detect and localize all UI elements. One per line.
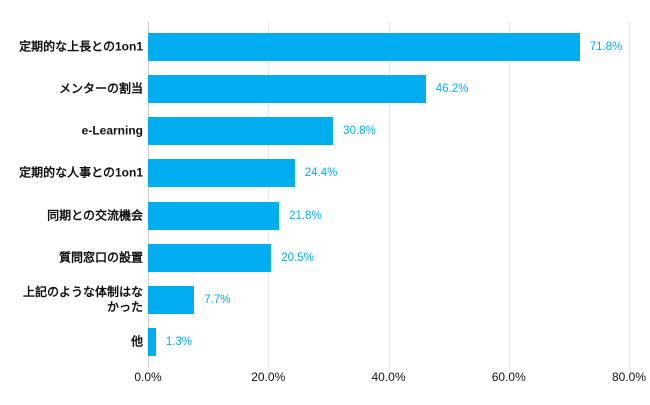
bar — [148, 201, 280, 230]
value-label: 21.8% — [289, 209, 322, 222]
bar — [148, 285, 195, 314]
value-label: 30.8% — [343, 125, 376, 138]
gridline — [629, 22, 630, 368]
x-tick-label: 20.0% — [251, 370, 286, 384]
bar — [148, 327, 156, 356]
category-label: 同期との交流機会 — [47, 208, 143, 223]
axis-line — [148, 22, 149, 368]
value-label: 46.2% — [435, 83, 469, 96]
value-label: 20.5% — [281, 251, 314, 264]
value-label: 7.7% — [204, 293, 231, 306]
value-label: 71.8% — [589, 41, 623, 54]
gridline — [268, 22, 270, 368]
x-tick-label: 80.0% — [611, 370, 647, 384]
bar — [148, 159, 295, 188]
category-label: メンターの割当 — [58, 81, 143, 96]
category-label: e-Learning — [81, 123, 143, 138]
gridline — [388, 22, 390, 368]
category-label: 定期的な人事との1on1 — [19, 165, 143, 180]
category-label: 他 — [130, 334, 143, 349]
gridline — [508, 22, 510, 368]
bar — [148, 75, 426, 104]
category-label: 上記のような体制はなかった — [22, 284, 143, 314]
bar — [148, 33, 580, 62]
x-tick-label: 0.0% — [134, 370, 162, 384]
value-label: 1.3% — [165, 335, 193, 348]
bar — [148, 243, 272, 272]
value-label: 24.4% — [304, 167, 338, 180]
category-label: 質問窓口の設置 — [58, 250, 143, 265]
bar — [148, 117, 334, 146]
category-label: 定期的な上長との1on1 — [19, 39, 143, 54]
x-tick-label: 60.0% — [491, 370, 526, 384]
x-tick-label: 40.0% — [371, 370, 406, 384]
